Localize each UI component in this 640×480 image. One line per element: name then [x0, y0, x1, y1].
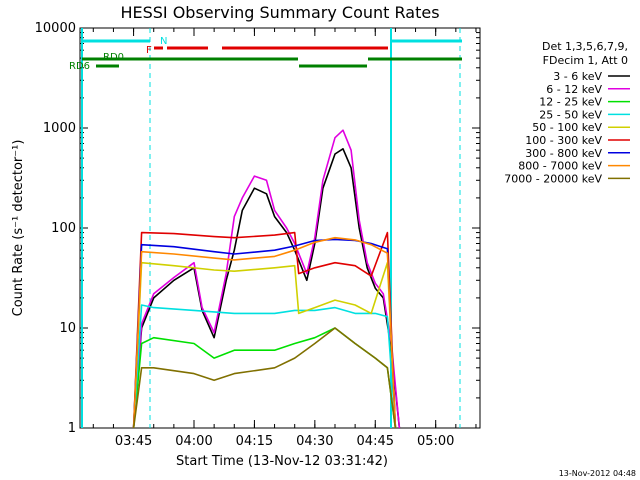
legend-header-line-1: Det 1,3,5,6,7,9, [542, 40, 628, 53]
series-line-50-100-kev [132, 261, 397, 428]
flag-label-rd6: RD6 [69, 61, 90, 72]
y-tick-label: 10000 [35, 21, 76, 36]
y-tick-label: 100 [51, 221, 76, 236]
series-line-12-25-kev [132, 327, 397, 428]
observing-flags: NF RD0 RD6 [69, 28, 462, 428]
y-tick-label: 1 [68, 421, 76, 436]
legend-label: 25 - 50 keV [539, 108, 602, 121]
flag-label-f: F [146, 45, 152, 56]
flag-label-n: N [160, 36, 167, 47]
series-line-100-300-kev [132, 231, 397, 428]
x-tick-label: 03:45 [115, 434, 152, 449]
legend-label: 12 - 25 keV [539, 96, 602, 109]
legend-label: 6 - 12 keV [546, 83, 602, 96]
series-line-300-800-kev [132, 238, 397, 428]
legend-label: 7000 - 20000 keV [504, 172, 602, 185]
series-line-800-7000-kev [132, 236, 397, 428]
x-tick-label: 04:15 [236, 434, 273, 449]
legend-label: 300 - 800 keV [525, 147, 602, 160]
series-lines [132, 129, 401, 428]
series-line-25-50-kev [132, 304, 397, 428]
x-tick-label: 04:45 [357, 434, 394, 449]
y-tick-label: 10 [59, 321, 76, 336]
x-axis: 03:45 04:00 04:15 04:30 04:45 05:00 [92, 28, 477, 449]
legend-header-line-2: FDecim 1, Att 0 [543, 54, 628, 67]
y-axis: 1 10 100 1000 10000 [35, 21, 480, 436]
y-axis-label: Count Rate (s⁻¹ detector⁻¹) [11, 140, 26, 317]
x-tick-label: 04:00 [175, 434, 212, 449]
series-line-3-6-kev [132, 148, 401, 428]
legend-label: 3 - 6 keV [553, 70, 602, 83]
legend-label: 100 - 300 keV [525, 134, 602, 147]
x-axis-label: Start Time (13-Nov-12 03:31:42) [176, 454, 388, 469]
flag-label-rd0: RD0 [103, 52, 124, 63]
legend-label: 50 - 100 keV [532, 121, 602, 134]
footer-timestamp: 13-Nov-2012 04:48 [559, 469, 636, 478]
x-tick-label: 05:00 [417, 434, 454, 449]
chart-title: HESSI Observing Summary Count Rates [120, 3, 439, 22]
series-line-7000-20000-kev [132, 327, 397, 428]
x-tick-label: 04:30 [296, 434, 333, 449]
legend-label: 800 - 7000 keV [518, 160, 602, 173]
series-line-6-12-kev [132, 129, 401, 428]
legend: Det 1,3,5,6,7,9, FDecim 1, Att 0 3 - 6 k… [504, 40, 630, 185]
y-tick-label: 1000 [43, 121, 76, 136]
